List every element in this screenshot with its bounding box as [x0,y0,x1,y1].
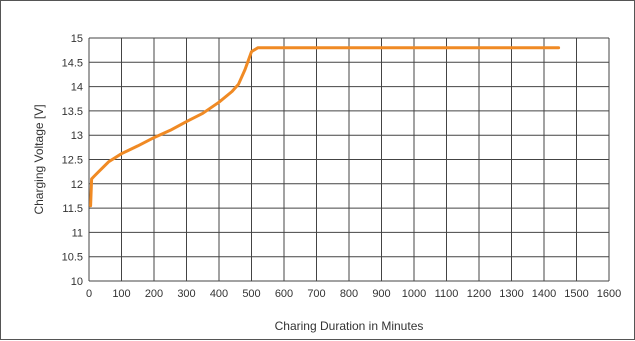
x-tick-label: 500 [242,288,260,300]
y-tick-label: 13.5 [62,106,83,118]
x-tick-label: 600 [275,288,293,300]
x-tick-label: 100 [112,288,130,300]
x-tick-label: 700 [307,288,325,300]
x-tick-label: 1500 [564,288,588,300]
x-tick-label: 1600 [597,288,621,300]
x-tick-label: 200 [145,288,163,300]
x-tick-label: 1400 [532,288,556,300]
y-axis-ticks: 10 10.5 11 11.5 12 12.5 13 13.5 14 14.5 15 [62,33,83,288]
y-tick-label: 14 [71,82,83,94]
x-axis-ticks: 0 100 200 300 400 500 600 700 800 900 1000 1100 1200… [86,288,621,300]
x-tick-label: 800 [340,288,358,300]
y-tick-label: 10 [71,276,83,288]
y-tick-label: 10.5 [62,252,83,264]
x-tick-label: 0 [86,288,92,300]
x-tick-label: 1100 [435,288,459,300]
y-axis-title: Charging Voltage [V] [32,104,46,214]
x-tick-label: 1200 [467,288,491,300]
series-line-0 [89,46,561,208]
y-tick-label: 14.5 [62,57,83,69]
x-tick-label: 300 [177,288,195,300]
y-tick-label: 11.5 [62,203,83,215]
x-tick-label: 900 [372,288,390,300]
series-layer [89,46,561,208]
y-tick-label: 12 [71,179,83,191]
x-axis-title: Charing Duration in Minutes [275,319,424,333]
y-tick-label: 12.5 [62,155,83,167]
y-tick-label: 13 [71,130,83,142]
y-tick-label: 11 [72,227,83,239]
grid [88,37,610,282]
x-tick-label: 1300 [499,288,523,300]
x-tick-label: 400 [210,288,228,300]
y-tick-label: 15 [71,33,83,45]
x-tick-label: 1000 [402,288,426,300]
